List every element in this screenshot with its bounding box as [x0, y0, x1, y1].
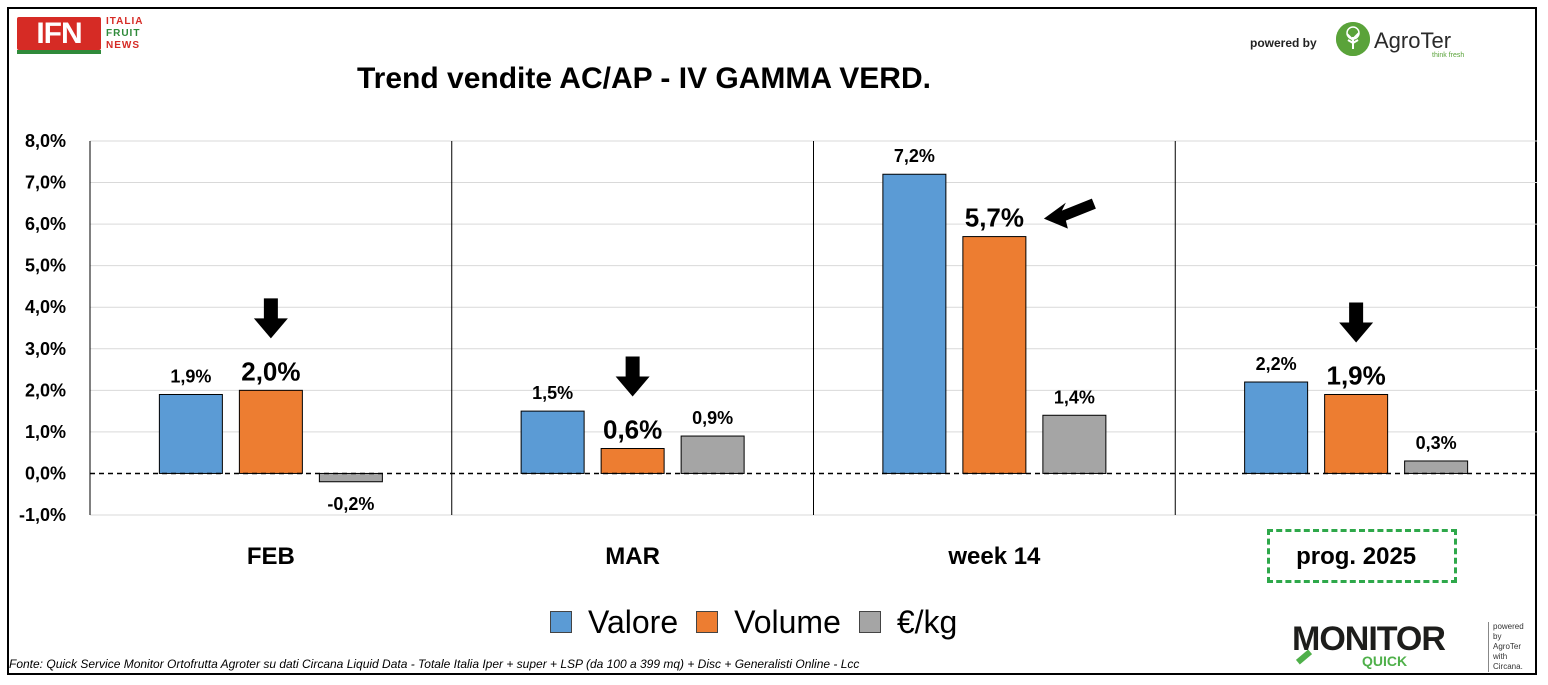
bar	[600, 448, 665, 474]
bar	[238, 389, 303, 474]
agroter-name: AgroTer	[1374, 28, 1452, 53]
legend-swatch-price	[858, 611, 881, 633]
data-label: 2,0%	[241, 356, 300, 386]
ifn-word-2: FRUIT	[106, 28, 141, 39]
data-label: 5,7%	[965, 203, 1024, 233]
bar	[882, 173, 947, 474]
chart-title: Trend vendite AC/AP - IV GAMMA VERD.	[357, 62, 931, 95]
y-tick-label: 8,0%	[25, 131, 66, 151]
y-tick-label: 3,0%	[25, 339, 66, 359]
data-label: 2,2%	[1256, 354, 1297, 374]
category-label: prog. 2025	[1296, 543, 1416, 570]
agroter-logo: AgroTer think fresh	[1336, 22, 1466, 62]
legend-item-volume: Volume	[696, 604, 841, 641]
bar	[158, 393, 223, 474]
legend-label-volume: Volume	[734, 603, 841, 640]
ifn-logo: IFN ITALIA FRUIT NEWS	[17, 16, 162, 57]
data-label: 1,9%	[1326, 360, 1385, 390]
bar	[1042, 414, 1107, 474]
y-tick-label: -1,0%	[19, 505, 66, 525]
arrow-down-icon	[615, 356, 650, 397]
category-label: week 14	[947, 543, 1041, 570]
highlight-box	[1267, 529, 1457, 583]
y-tick-label: 0,0%	[25, 463, 66, 483]
powered-by-label: powered by	[1250, 36, 1317, 50]
monitor-side-line-4: Circana.	[1493, 662, 1523, 671]
y-tick-label: 7,0%	[25, 173, 66, 193]
data-label: 7,2%	[894, 146, 935, 166]
tree-icon	[1336, 22, 1370, 56]
ifn-word-1: ITALIA	[106, 16, 144, 27]
y-tick-label: 6,0%	[25, 214, 66, 234]
bar	[1244, 381, 1309, 474]
monitor-side-line-1: powered by	[1493, 622, 1524, 641]
data-label: 0,9%	[692, 408, 733, 428]
category-label: FEB	[247, 543, 295, 570]
category-label: MAR	[605, 543, 660, 570]
bar	[680, 435, 745, 474]
y-tick-label: 2,0%	[25, 380, 66, 400]
bar	[520, 410, 585, 474]
bar	[962, 236, 1027, 474]
ifn-logo-mark: IFN	[17, 17, 101, 50]
data-label: 0,3%	[1416, 433, 1457, 453]
monitor-side-text: powered by AgroTer with Circana.	[1488, 622, 1532, 672]
bar	[318, 472, 383, 483]
data-label: 1,4%	[1054, 387, 1095, 407]
source-note: Fonte: Quick Service Monitor Ortofrutta …	[9, 657, 860, 671]
monitor-quick-logo: MONITOR QUICK powered by AgroTer with Ci…	[1292, 620, 1532, 672]
ifn-logo-stripe	[17, 50, 101, 54]
monitor-quick-word: QUICK	[1362, 653, 1408, 669]
legend-swatch-valore	[550, 611, 572, 633]
legend-label-price: €/kg	[896, 603, 958, 640]
legend-swatch-volume	[696, 611, 719, 633]
monitor-side-line-2: AgroTer	[1493, 642, 1522, 651]
ifn-word-3: NEWS	[106, 40, 140, 51]
data-label: 0,6%	[603, 415, 662, 445]
data-label: 1,9%	[170, 366, 211, 386]
legend-item-price: €/kg	[858, 603, 958, 641]
arrow-down-icon	[253, 298, 288, 339]
data-label: 1,5%	[532, 383, 573, 403]
y-tick-label: 5,0%	[25, 256, 66, 276]
legend: Valore Volume €/kg	[550, 602, 975, 642]
arrow-left-icon	[1043, 198, 1096, 229]
chart-frame	[7, 7, 1537, 675]
bar	[1404, 460, 1469, 474]
monitor-word: MONITOR	[1292, 620, 1446, 658]
data-label: -0,2%	[327, 494, 374, 514]
arrow-down-icon	[1339, 302, 1374, 343]
ifn-logo-words: ITALIA FRUIT NEWS	[106, 16, 143, 52]
agroter-tagline: think fresh	[1432, 52, 1465, 59]
y-tick-label: 4,0%	[25, 297, 66, 317]
y-tick-label: 1,0%	[25, 422, 66, 442]
legend-label-valore: Valore	[588, 603, 679, 640]
bar	[1324, 393, 1389, 474]
legend-item-valore: Valore	[550, 604, 678, 641]
monitor-side-line-3: with	[1493, 652, 1508, 661]
